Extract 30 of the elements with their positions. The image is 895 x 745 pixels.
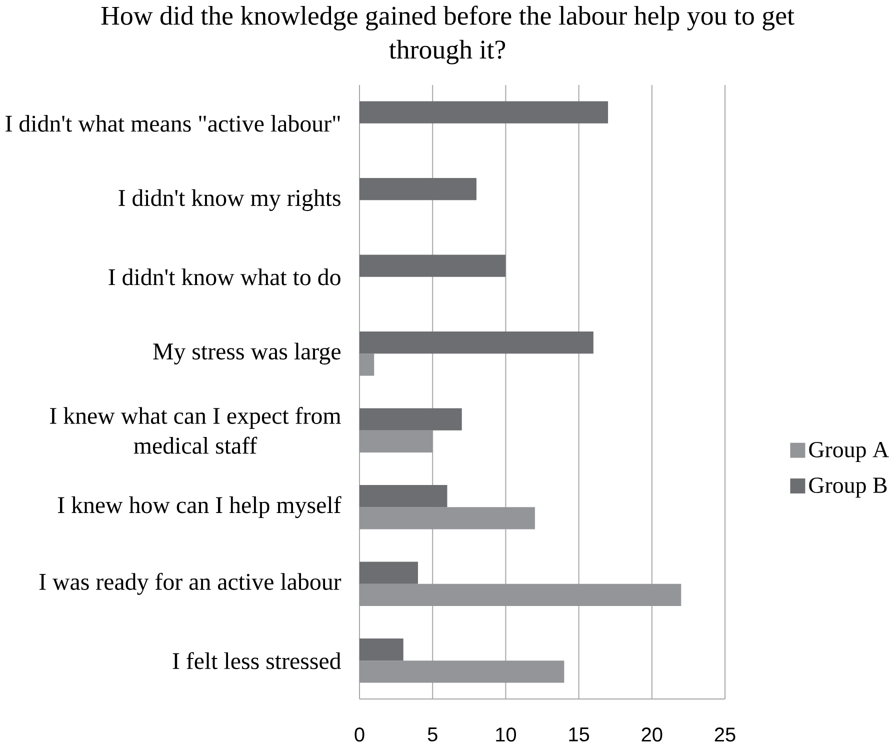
bar: [360, 430, 433, 452]
bar: [360, 584, 682, 606]
bar: [360, 507, 535, 530]
chart-title: How did the knowledge gained before the labour help you to get through it?: [101, 6, 794, 64]
y-tick-label: I knew what can I expect from medical staff: [50, 406, 341, 454]
bar: [360, 485, 448, 508]
y-tick-label: I knew how can I help myself: [58, 496, 342, 518]
y-tick-label: I was ready for an active labour: [39, 572, 342, 595]
bar: [360, 408, 462, 430]
x-tick-label: 5: [428, 728, 438, 742]
legend-label: Group B: [809, 478, 887, 498]
x-tick-label: 25: [714, 728, 736, 742]
legend-label: Group A: [809, 442, 889, 462]
x-tick-label: 20: [642, 728, 662, 742]
y-tick-label: I felt less stressed: [172, 652, 341, 670]
x-tick-label: 15: [569, 728, 590, 742]
bar: [360, 101, 608, 124]
bar: [360, 354, 374, 376]
bar: [360, 562, 418, 584]
y-tick-label: I didn't know my rights: [118, 189, 340, 211]
bar: [360, 332, 594, 354]
bar: [360, 638, 404, 661]
bar: [360, 660, 564, 683]
bar: [360, 178, 476, 200]
y-tick-label: I didn't what means "active labour": [6, 114, 340, 132]
y-tick-label: My stress was large: [153, 342, 340, 364]
x-tick-label: 0: [354, 728, 364, 742]
bar: [360, 254, 506, 277]
x-tick-label: 10: [496, 728, 516, 742]
y-tick-label: I didn't know what to do: [108, 268, 340, 286]
